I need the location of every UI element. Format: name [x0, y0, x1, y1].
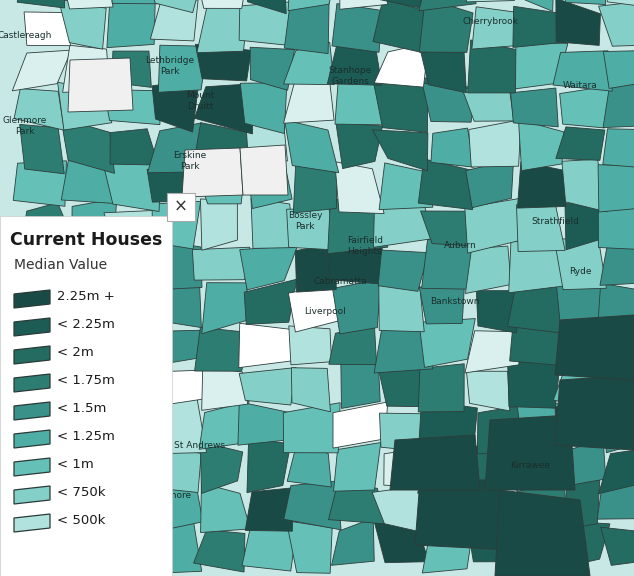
Text: Erskine
Park: Erskine Park	[173, 151, 207, 170]
Polygon shape	[374, 322, 433, 373]
Polygon shape	[598, 1, 634, 46]
Polygon shape	[419, 319, 476, 367]
FancyBboxPatch shape	[0, 216, 172, 576]
Polygon shape	[240, 145, 288, 195]
Polygon shape	[13, 161, 67, 206]
Text: Kirrawee: Kirrawee	[510, 461, 550, 471]
Polygon shape	[193, 123, 252, 173]
Polygon shape	[147, 166, 205, 202]
Polygon shape	[562, 160, 607, 212]
Polygon shape	[284, 481, 341, 530]
Polygon shape	[466, 0, 519, 2]
Polygon shape	[110, 0, 161, 4]
Text: Strathfield: Strathfield	[531, 217, 579, 225]
Polygon shape	[157, 519, 202, 573]
Polygon shape	[380, 413, 432, 452]
Polygon shape	[555, 407, 611, 447]
Polygon shape	[333, 402, 388, 448]
Polygon shape	[515, 42, 568, 89]
Polygon shape	[26, 524, 67, 571]
Polygon shape	[562, 438, 605, 487]
Text: Fairfield
Heights: Fairfield Heights	[347, 236, 383, 256]
Polygon shape	[158, 45, 207, 92]
Polygon shape	[63, 46, 110, 92]
Polygon shape	[333, 442, 381, 491]
Polygon shape	[148, 123, 201, 173]
Polygon shape	[63, 399, 118, 448]
Text: < 1.5m: < 1.5m	[57, 403, 107, 415]
Polygon shape	[283, 42, 334, 85]
Polygon shape	[202, 283, 251, 334]
Polygon shape	[152, 79, 199, 132]
Polygon shape	[115, 361, 155, 407]
Polygon shape	[373, 78, 427, 132]
Text: Stanhope
Gardens: Stanhope Gardens	[328, 66, 372, 86]
Polygon shape	[107, 0, 155, 48]
Polygon shape	[603, 129, 634, 168]
Polygon shape	[14, 346, 50, 364]
Polygon shape	[57, 240, 113, 291]
Polygon shape	[283, 79, 334, 123]
Polygon shape	[59, 443, 116, 486]
Polygon shape	[14, 458, 50, 476]
Polygon shape	[59, 281, 108, 321]
Polygon shape	[155, 445, 201, 492]
Polygon shape	[152, 202, 200, 249]
Polygon shape	[103, 479, 155, 533]
Polygon shape	[200, 199, 237, 251]
Polygon shape	[516, 400, 562, 446]
Polygon shape	[182, 148, 243, 197]
Polygon shape	[466, 160, 514, 207]
Polygon shape	[604, 50, 634, 89]
Polygon shape	[16, 402, 71, 452]
Polygon shape	[200, 483, 250, 533]
Polygon shape	[57, 320, 105, 369]
Polygon shape	[420, 40, 467, 93]
Polygon shape	[148, 0, 204, 13]
Text: Median Value: Median Value	[14, 258, 107, 272]
Polygon shape	[419, 0, 473, 52]
Polygon shape	[417, 490, 472, 532]
Polygon shape	[251, 198, 294, 248]
FancyBboxPatch shape	[167, 193, 195, 221]
Polygon shape	[419, 400, 477, 445]
Polygon shape	[469, 526, 516, 562]
Polygon shape	[153, 399, 207, 454]
Polygon shape	[20, 124, 64, 174]
Polygon shape	[556, 127, 605, 160]
Polygon shape	[600, 240, 634, 285]
Text: < 1.25m: < 1.25m	[57, 430, 115, 444]
Text: < 500k: < 500k	[57, 514, 105, 528]
Polygon shape	[390, 435, 480, 490]
Polygon shape	[199, 401, 249, 449]
Polygon shape	[476, 291, 519, 333]
Text: Ryde: Ryde	[569, 267, 592, 275]
Polygon shape	[517, 162, 567, 208]
Polygon shape	[15, 359, 70, 399]
Polygon shape	[20, 203, 73, 251]
Polygon shape	[422, 84, 476, 122]
Text: Glenmore
Park: Glenmore Park	[3, 116, 47, 136]
Polygon shape	[597, 283, 634, 332]
Polygon shape	[112, 51, 152, 88]
Polygon shape	[287, 441, 332, 487]
Polygon shape	[468, 490, 521, 524]
Polygon shape	[377, 364, 432, 407]
Polygon shape	[465, 198, 522, 253]
Polygon shape	[495, 490, 590, 576]
Polygon shape	[152, 239, 202, 290]
Polygon shape	[248, 159, 292, 209]
Polygon shape	[285, 120, 339, 173]
Polygon shape	[193, 530, 245, 572]
Polygon shape	[14, 374, 50, 392]
Polygon shape	[329, 326, 377, 365]
Polygon shape	[420, 211, 472, 246]
Text: Current Houses: Current Houses	[10, 231, 162, 249]
Polygon shape	[287, 521, 332, 573]
Polygon shape	[517, 445, 553, 491]
Polygon shape	[602, 401, 634, 453]
Polygon shape	[153, 482, 203, 530]
Polygon shape	[373, 130, 428, 171]
Polygon shape	[288, 285, 342, 332]
